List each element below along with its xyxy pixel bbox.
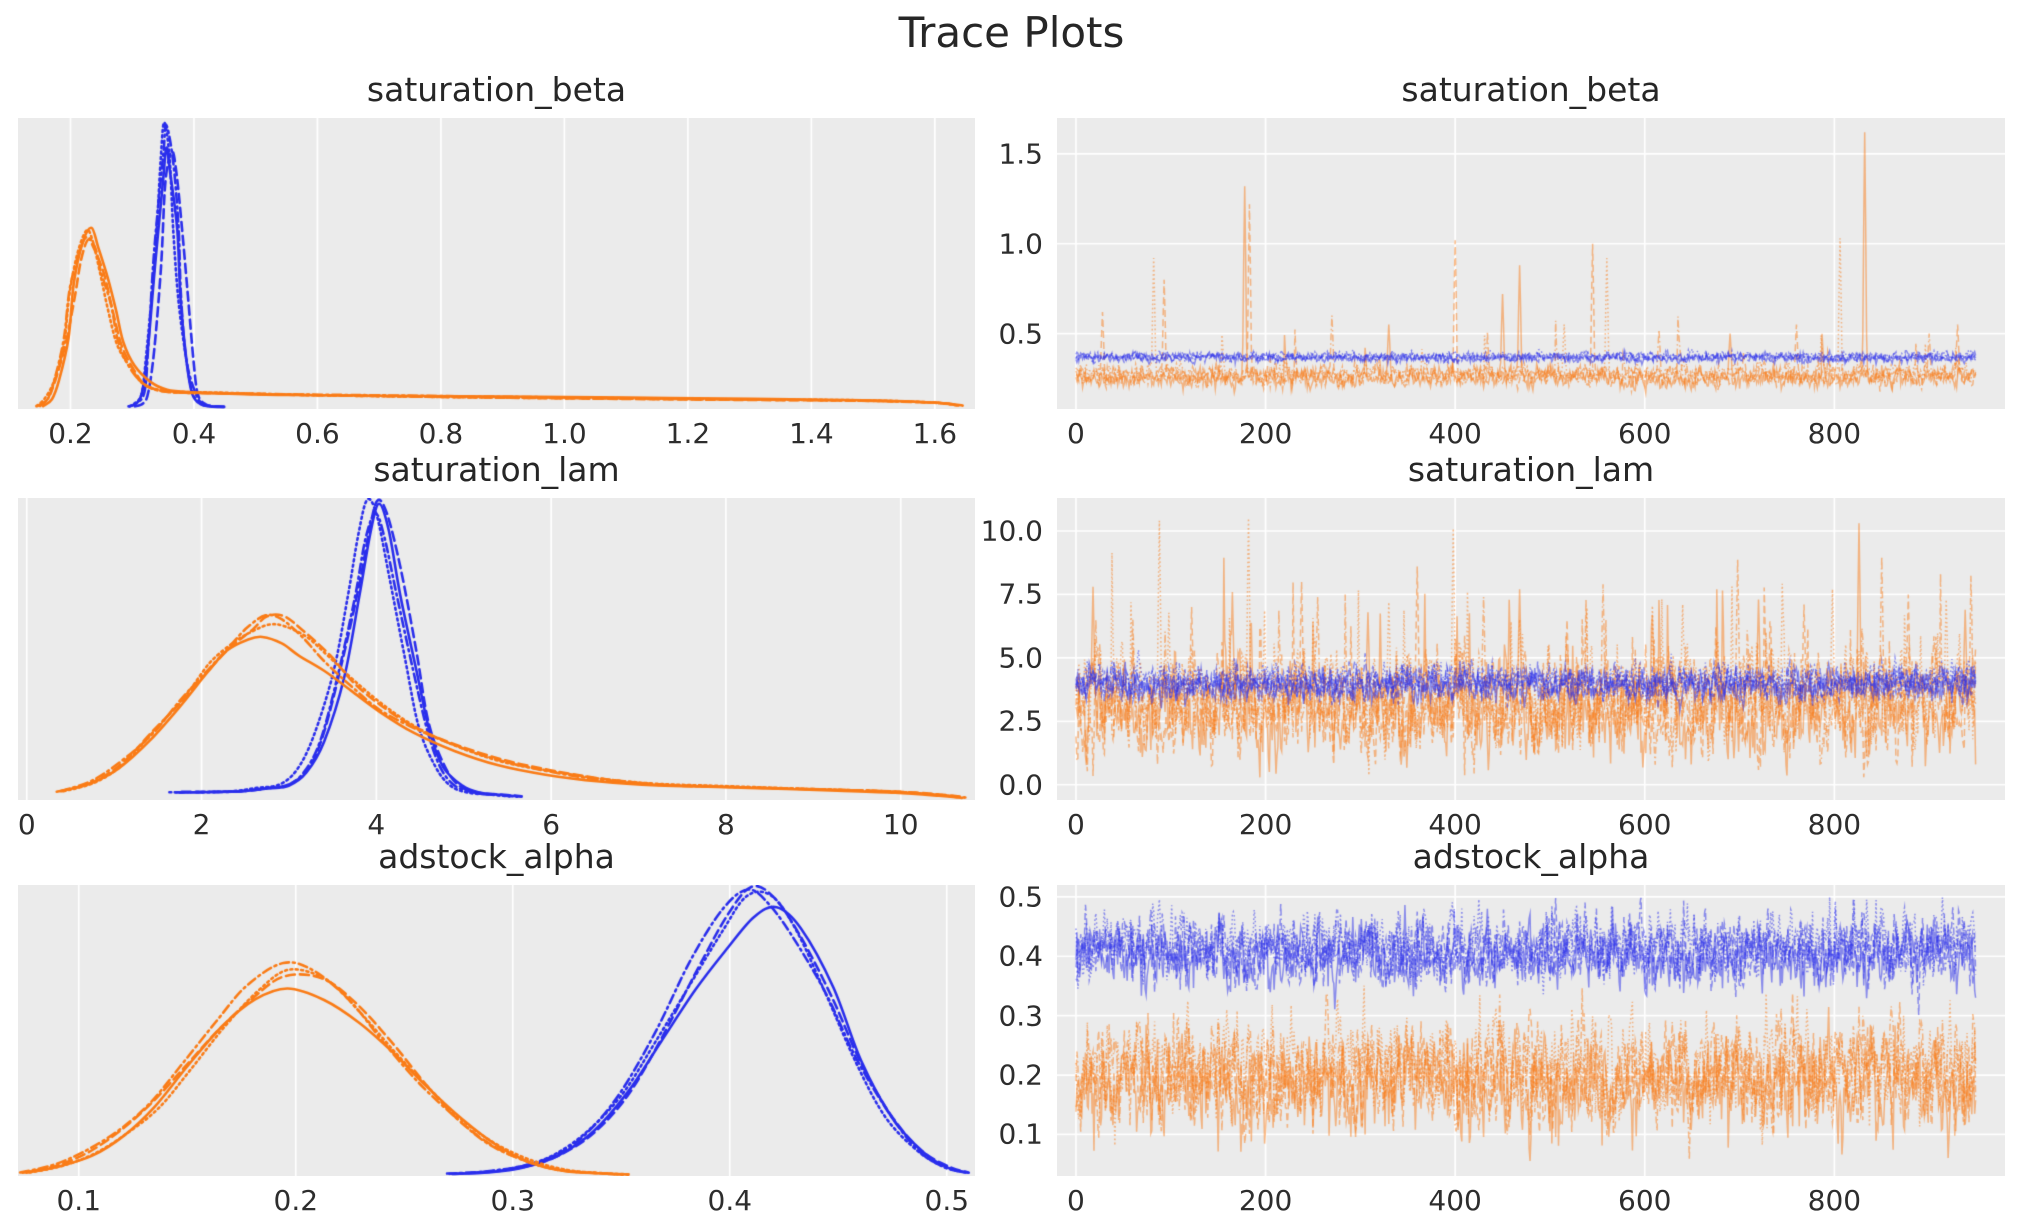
x-tick-label: 600 (1618, 808, 1672, 841)
x-tick-label: 0.8 (418, 417, 464, 450)
y-tick-label: 2.5 (998, 704, 1043, 738)
x-tick-label: 800 (1807, 1184, 1862, 1217)
x-tick-label: 1.4 (789, 417, 834, 450)
x-tick-label: 400 (1428, 808, 1482, 841)
x-tick-label: 0 (1067, 1184, 1085, 1217)
x-tick-label: 600 (1618, 1184, 1672, 1217)
x-axis-ticks: 0 200 400 600 800 (1057, 800, 2005, 846)
subplot-saturation-lam-trace: saturation_lam 0 200 400 600 800 0.0 2.5 5.0 7.… (981, 453, 2005, 841)
x-axis-ticks: 0 2 4 6 8 10 (18, 800, 975, 846)
subplot-title: adstock_alpha (1412, 837, 1650, 876)
x-tick-label: 0.1 (56, 1184, 102, 1217)
y-tick-label: 1.5 (998, 137, 1043, 171)
x-tick-label: 0.5 (924, 1184, 970, 1217)
x-tick-label: 600 (1618, 417, 1672, 450)
y-tick-label: 0.4 (998, 939, 1043, 973)
trace-plot-canvas (1057, 118, 2005, 409)
density-plot-canvas (18, 885, 975, 1176)
subplot-title: saturation_beta (366, 70, 627, 109)
y-axis-ticks (0, 118, 4, 409)
y-tick-label: 5.0 (998, 641, 1043, 675)
x-tick-label: 0.6 (295, 417, 340, 450)
subplot-title: adstock_alpha (378, 837, 615, 876)
trace-plot-canvas (1057, 885, 2005, 1176)
y-tick-label: 0.2 (998, 1058, 1043, 1092)
y-tick-label: 0.0 (998, 768, 1043, 802)
subplot-saturation-beta-trace: saturation_beta 0 200 400 600 800 0.5 1.0 1.5 (998, 73, 2005, 450)
y-tick-label: 0.3 (998, 999, 1043, 1033)
x-tick-label: 200 (1238, 808, 1293, 841)
subplot-title: saturation_lam (373, 450, 620, 489)
figure-title: Trace Plots (898, 8, 1125, 57)
x-tick-label: 0.4 (171, 417, 217, 450)
subplot-title: saturation_beta (1401, 70, 1661, 109)
density-plot-canvas (18, 118, 975, 409)
y-tick-label: 0.5 (998, 880, 1043, 914)
x-tick-label: 800 (1807, 417, 1862, 450)
x-axis-ticks: 0.1 0.2 0.3 0.4 0.5 (18, 1176, 975, 1222)
y-tick-label: 0.5 (998, 317, 1043, 351)
x-axis-ticks: 0 200 400 600 800 (1057, 1176, 2005, 1222)
x-tick-label: 1.6 (912, 417, 958, 450)
x-tick-label: 2 (192, 808, 211, 841)
subplot-adstock-alpha-trace: adstock_alpha 0 200 400 600 800 0.1 0.2 0.3 0.4… (998, 840, 2005, 1217)
trace-plot-canvas (1057, 498, 2005, 800)
x-tick-label: 0.3 (490, 1184, 536, 1217)
y-axis-ticks: 0.0 2.5 5.0 7.5 10.0 (933, 498, 1043, 802)
x-tick-label: 6 (542, 808, 561, 841)
x-tick-label: 0.2 (273, 1184, 319, 1217)
x-tick-label: 0 (1067, 417, 1085, 450)
x-axis-ticks: 0 200 400 600 800 (1057, 409, 2005, 455)
y-tick-label: 7.5 (998, 577, 1043, 611)
y-axis-ticks: 0.5 1.0 1.5 (933, 118, 1043, 409)
y-axis-ticks (0, 498, 4, 800)
x-tick-label: 200 (1238, 1184, 1293, 1217)
x-axis-ticks: 0.2 0.4 0.6 0.8 1.0 1.2 1.4 1.6 (18, 409, 975, 455)
y-tick-label: 1.0 (998, 227, 1043, 261)
x-tick-label: 4 (367, 808, 386, 841)
subplot-adstock-alpha-density: adstock_alpha 0.1 0.2 0.3 0.4 0.5 (18, 840, 975, 1217)
x-tick-label: 400 (1428, 417, 1482, 450)
x-tick-label: 0 (17, 808, 36, 841)
y-axis-ticks (0, 885, 4, 1176)
subplot-title: saturation_lam (1407, 450, 1655, 489)
x-tick-label: 10 (882, 808, 919, 841)
x-tick-label: 1.0 (542, 417, 587, 450)
subplot-saturation-beta-density: saturation_beta 0.2 0.4 0.6 0.8 1.0 1.2 1.4 1.6 (18, 73, 975, 450)
x-tick-label: 0 (1067, 808, 1085, 841)
x-tick-label: 400 (1428, 1184, 1482, 1217)
x-tick-label: 200 (1238, 417, 1293, 450)
subplot-saturation-lam-density: saturation_lam 0 2 4 6 8 10 (18, 453, 975, 841)
y-tick-label: 10.0 (980, 514, 1043, 548)
x-tick-label: 800 (1807, 808, 1862, 841)
x-tick-label: 0.4 (707, 1184, 753, 1217)
x-tick-label: 8 (716, 808, 735, 841)
density-plot-canvas (18, 498, 975, 800)
x-tick-label: 1.2 (665, 417, 711, 450)
x-tick-label: 0.2 (48, 417, 93, 450)
y-tick-label: 0.1 (998, 1117, 1043, 1151)
y-axis-ticks: 0.1 0.2 0.3 0.4 0.5 (933, 880, 1043, 1176)
